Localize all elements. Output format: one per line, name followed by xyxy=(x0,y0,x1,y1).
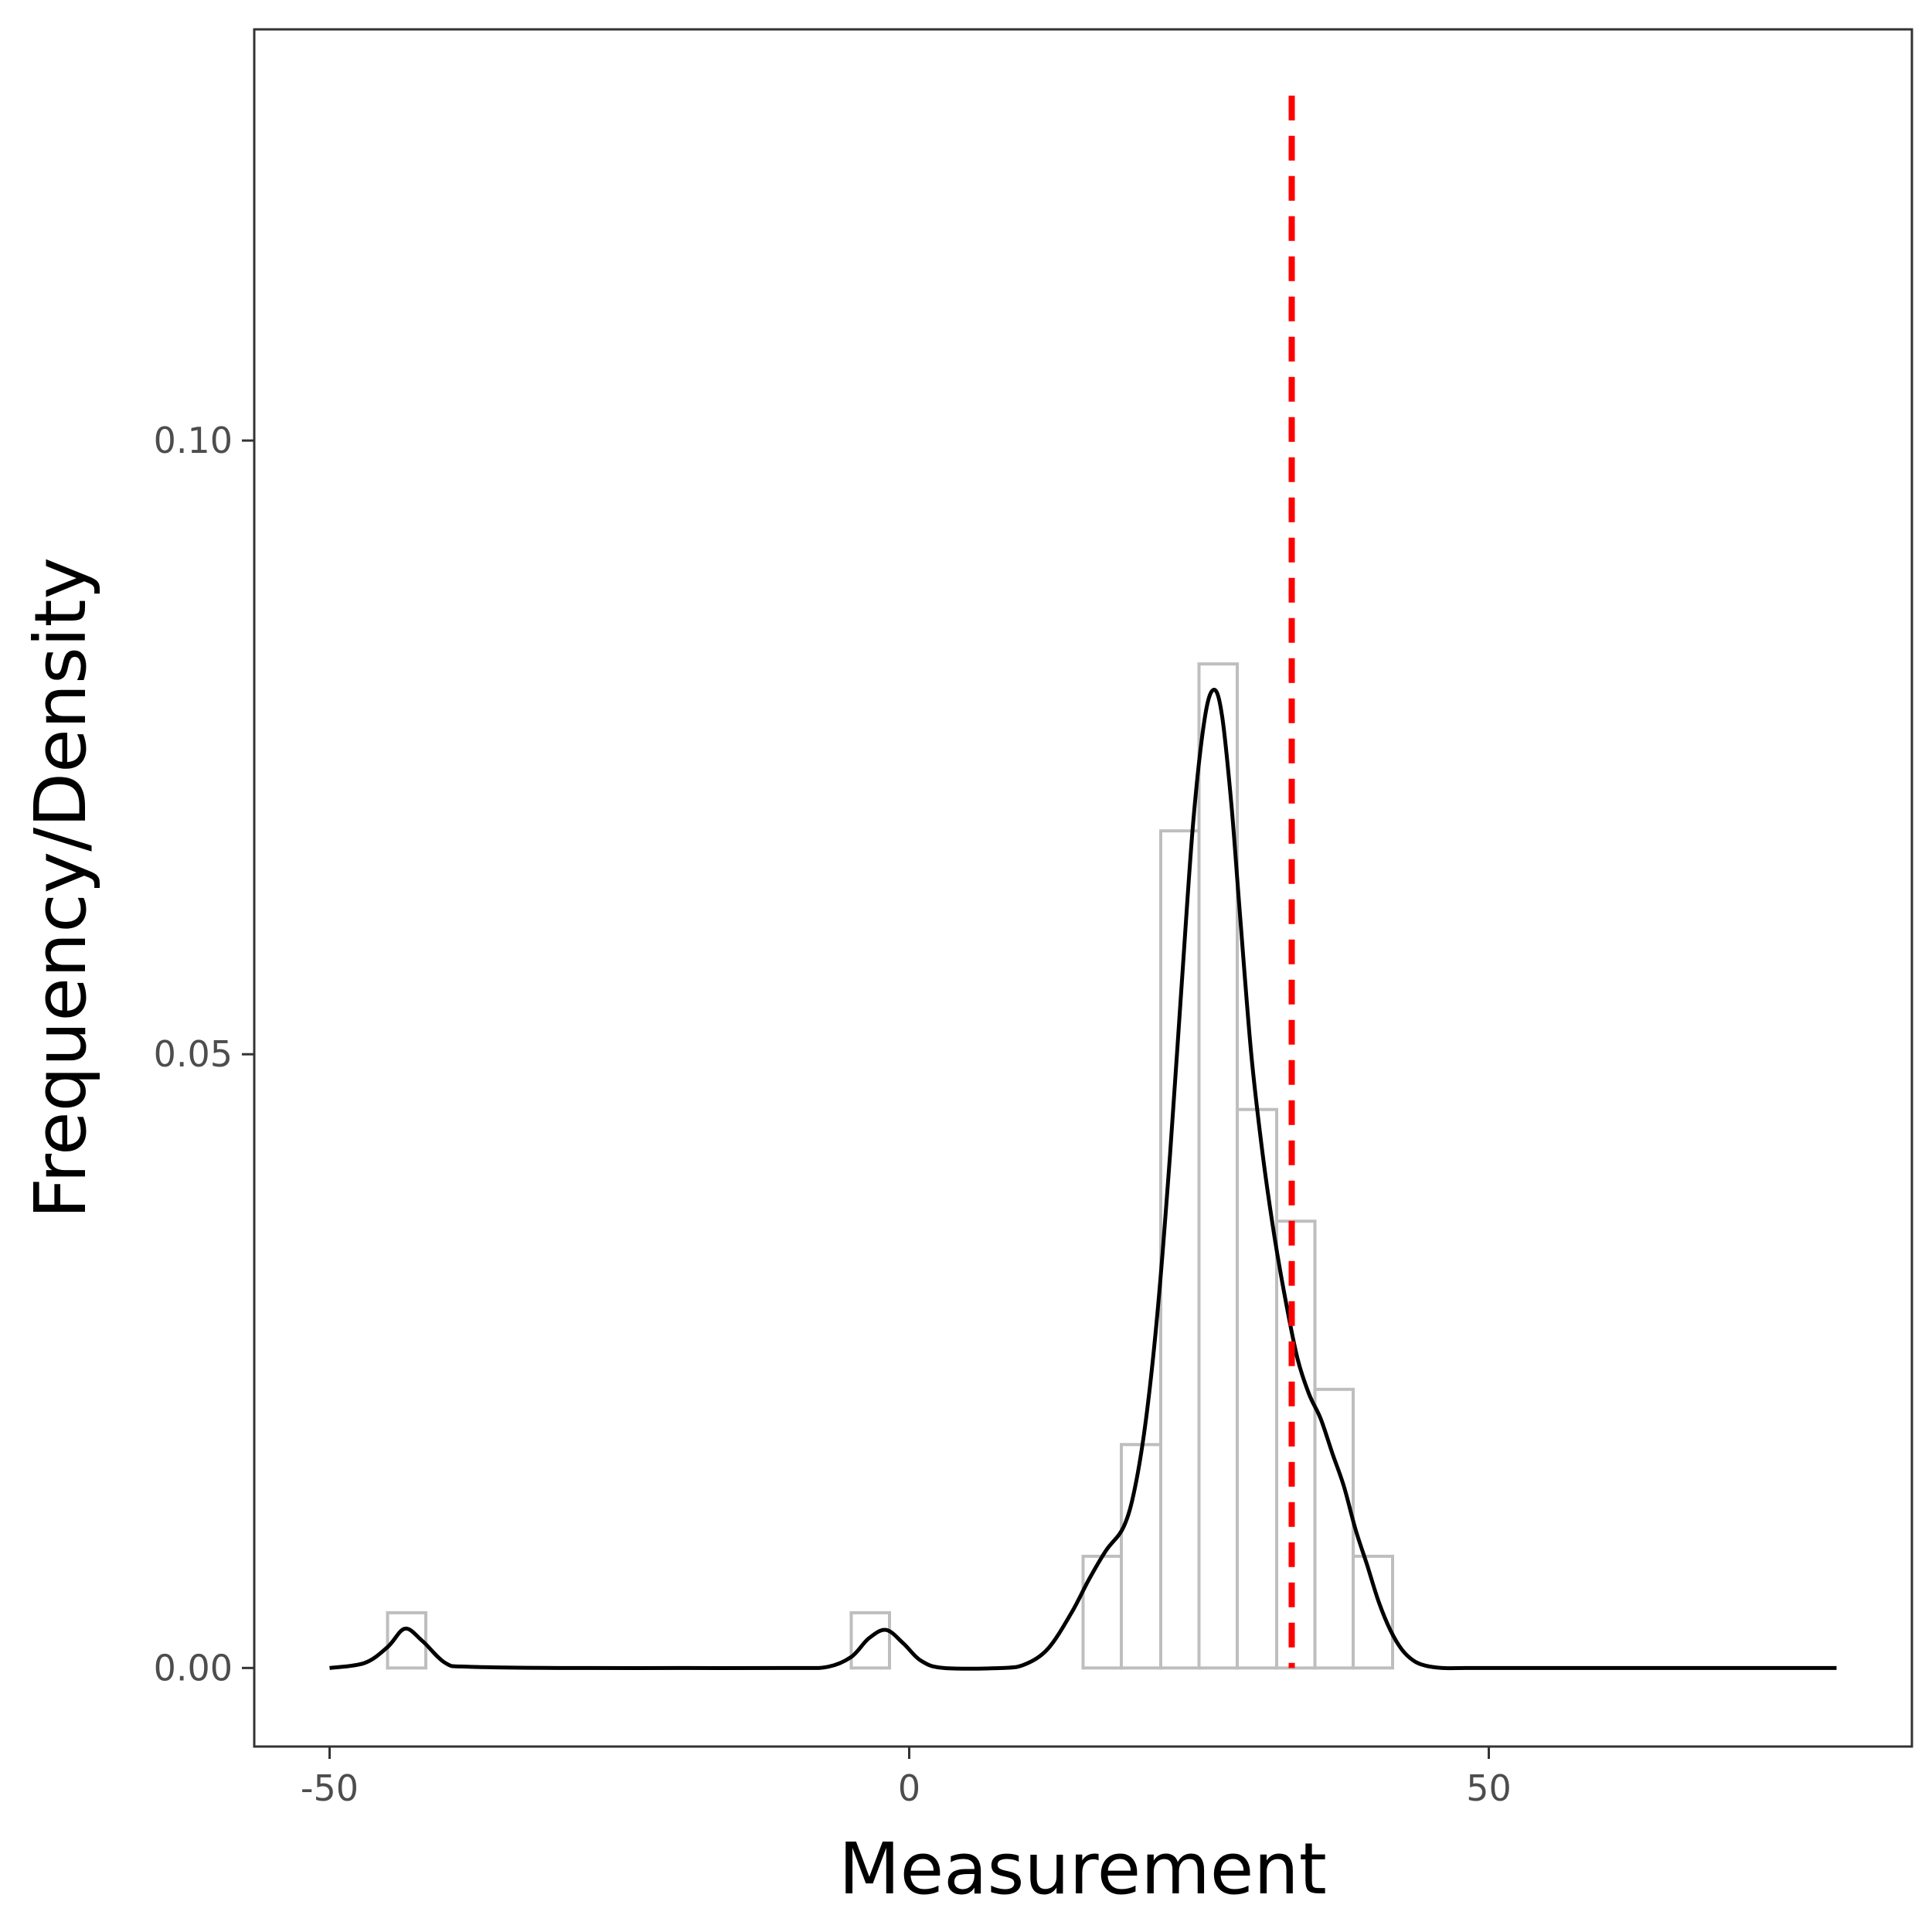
y-tick-label: 0.00 xyxy=(154,1647,233,1689)
histogram-bar xyxy=(1352,1554,1394,1670)
x-tick-label: 0 xyxy=(898,1767,920,1809)
histogram-bar xyxy=(386,1611,427,1670)
x-axis: -50 0 50 xyxy=(301,1747,1512,1809)
x-tick-label: -50 xyxy=(301,1767,359,1809)
y-tick-label: 0.05 xyxy=(154,1033,233,1075)
x-axis-title: Measurement xyxy=(838,1828,1327,1910)
y-axis: 0.00 0.05 0.10 xyxy=(154,420,254,1689)
y-axis-title: Frequency/Density xyxy=(19,557,102,1219)
density-curve xyxy=(329,688,1837,1671)
y-tick-label: 0.10 xyxy=(154,420,233,461)
histogram-bar xyxy=(1313,1387,1355,1670)
x-tick-label: 50 xyxy=(1466,1767,1512,1809)
histogram-bar xyxy=(849,1611,891,1670)
density-curve-layer xyxy=(329,688,1837,1671)
histogram-bars xyxy=(386,662,1394,1670)
plot-panel-border xyxy=(253,28,1913,1748)
